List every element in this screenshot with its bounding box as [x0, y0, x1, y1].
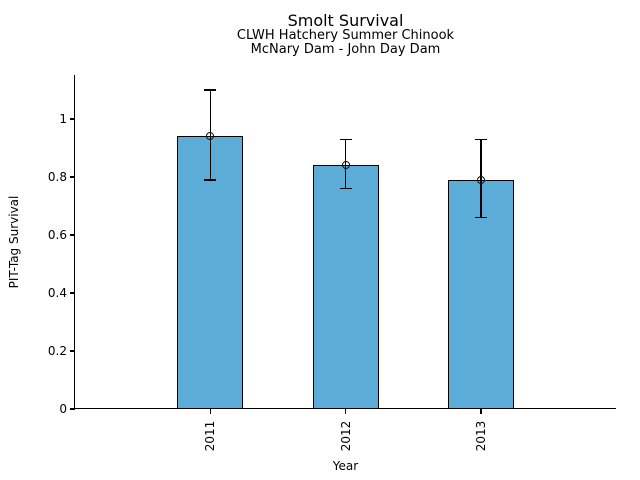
y-tick-label: 1: [59, 111, 67, 126]
chart-subtitle-line2: McNary Dam - John Day Dam: [250, 42, 441, 57]
mean-marker-2013: [476, 175, 485, 184]
error-bar-cap-top-2013: [474, 138, 487, 141]
x-tick-label: 2013: [473, 420, 488, 452]
y-tick-label: 0.2: [47, 343, 67, 358]
error-bar-cap-bottom-2013: [474, 216, 487, 219]
y-tick-label: 0.6: [47, 227, 67, 242]
error-bar-cap-top-2012: [339, 138, 352, 141]
x-tick-label: 2012: [338, 420, 353, 452]
y-tick: [70, 176, 75, 178]
error-bar-cap-bottom-2012: [339, 187, 352, 190]
bar-2012: [312, 165, 379, 409]
error-bar-cap-top-2011: [204, 89, 217, 91]
chart-title: Smolt Survival: [287, 11, 404, 30]
chart-subtitle-line1: CLWH Hatchery Summer Chinook: [236, 28, 455, 43]
y-tick: [70, 118, 75, 120]
x-tick: [344, 409, 347, 414]
error-bar-cap-bottom-2011: [204, 179, 217, 181]
mean-marker-2012: [341, 161, 350, 170]
x-tick: [209, 409, 211, 414]
x-tick: [480, 409, 482, 414]
y-tick: [70, 234, 75, 236]
y-tick: [70, 408, 75, 410]
y-tick: [70, 292, 75, 294]
y-tick-label: 0.8: [47, 169, 67, 184]
x-axis-label: Year: [332, 459, 359, 473]
x-tick-label: 2011: [203, 420, 218, 452]
bar-2011: [177, 136, 244, 409]
y-tick-label: 0: [59, 401, 67, 416]
y-tick-label: 0.4: [47, 285, 67, 300]
mean-marker-2011: [206, 132, 215, 141]
y-tick: [70, 350, 75, 352]
y-axis-label: PIT-Tag Survival: [7, 195, 21, 289]
